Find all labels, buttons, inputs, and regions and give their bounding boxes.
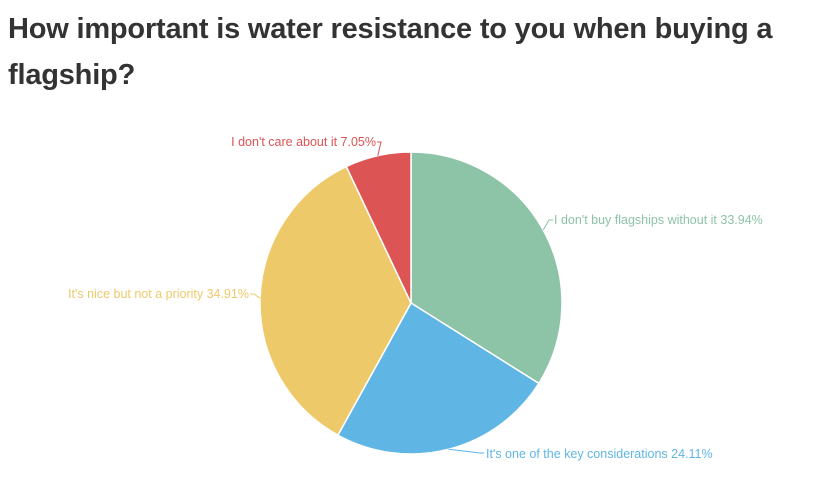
leader-line-4 — [377, 141, 382, 156]
leader-lines — [250, 141, 553, 454]
slice-labels: I don't buy flagships without it 33.94% I… — [68, 135, 763, 461]
pie-slices — [259, 151, 563, 455]
pie-slice-1 — [410, 151, 563, 385]
pie-slice-4 — [345, 151, 412, 304]
slice-label-4: I don't care about it 7.05% — [231, 135, 376, 149]
slice-label-1: I don't buy flagships without it 33.94% — [554, 213, 763, 227]
leader-line-3 — [250, 293, 261, 299]
leader-line-2 — [448, 448, 484, 454]
pie-slice-3 — [259, 165, 412, 436]
leader-line-1 — [542, 219, 553, 231]
chart-title: How important is water resistance to you… — [8, 13, 773, 91]
slice-label-3: It's nice but not a priority 34.91% — [68, 287, 249, 301]
slice-label-2: It's one of the key considerations 24.11… — [486, 447, 713, 461]
